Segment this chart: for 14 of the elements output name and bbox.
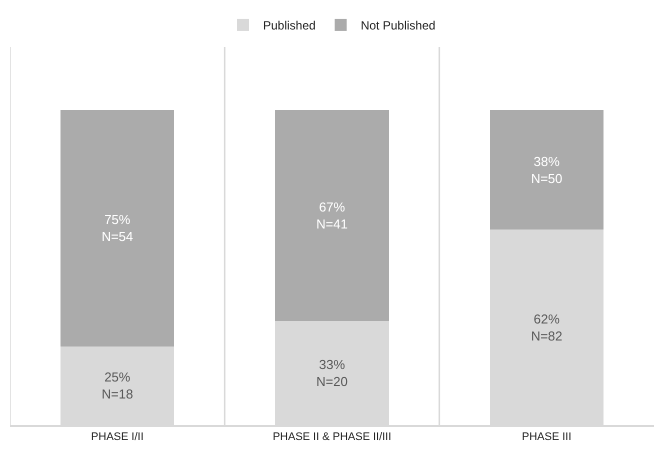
data-label: 38% N=50	[530, 154, 562, 186]
bar	[490, 110, 604, 230]
x-tick-label: PHASE II & PHASE II/III	[272, 430, 392, 443]
legend-label: Not Published	[360, 18, 436, 33]
data-label: 62% N=82	[530, 311, 562, 344]
data-label: 67% N=41	[316, 200, 348, 232]
data-label: 75% N=54	[102, 212, 134, 244]
data-label: 25% N=18	[102, 370, 134, 402]
x-tick-label: PHASE III	[522, 430, 572, 443]
x-tick-label: PHASE I/II	[91, 430, 144, 443]
bar	[275, 110, 389, 322]
data-label: 33% N=20	[316, 357, 348, 389]
bar	[60, 110, 174, 346]
legend-label: Published	[263, 18, 316, 33]
